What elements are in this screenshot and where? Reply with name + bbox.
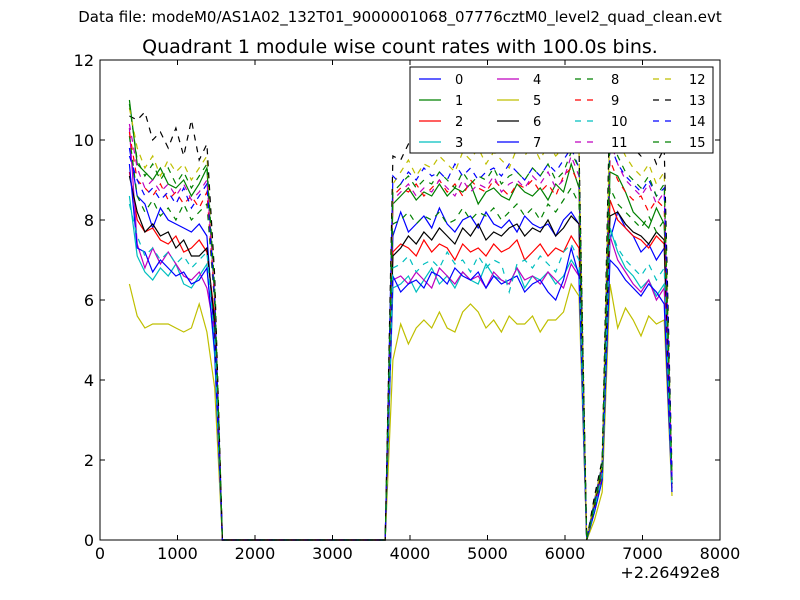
legend-label-15: 15 — [689, 136, 706, 151]
x-tick-label: 5000 — [467, 544, 508, 563]
y-tick-label: 0 — [84, 531, 94, 550]
series-4-line — [128, 127, 673, 541]
axes-layer: 0 1000 2000 3000 4000 5000 6000 7000 80000246810… — [74, 51, 741, 563]
y-tick-label: 4 — [84, 371, 94, 390]
series-9-line — [128, 131, 673, 541]
series-1-line — [128, 99, 673, 541]
x-tick-label: 6000 — [545, 544, 586, 563]
series-14-line — [128, 143, 673, 541]
data-file-suptitle: Data file: modeM0/AS1A02_132T01_90000010… — [78, 8, 722, 26]
legend-label-6: 6 — [533, 115, 541, 130]
legend-label-4: 4 — [533, 73, 541, 88]
legend-label-9: 9 — [611, 94, 619, 109]
legend-label-0: 0 — [455, 73, 463, 88]
chart-title: Quadrant 1 module wise count rates with … — [142, 36, 658, 58]
y-tick-label: 6 — [84, 291, 94, 310]
series-5-line — [128, 282, 673, 541]
x-tick-label: 8000 — [700, 544, 741, 563]
legend-label-2: 2 — [455, 115, 463, 130]
x-offset-label: +2.26492e8 — [620, 563, 720, 582]
series-11-line — [128, 123, 673, 541]
series-0-line — [128, 147, 673, 541]
legend-label-7: 7 — [533, 136, 541, 151]
legend-label-3: 3 — [455, 136, 463, 151]
x-tick-label: 2000 — [235, 544, 276, 563]
series-12-line — [128, 107, 673, 541]
legend-label-11: 11 — [611, 136, 628, 151]
series-layer — [128, 91, 673, 541]
legend-label-8: 8 — [611, 73, 619, 88]
y-tick-label: 8 — [84, 211, 94, 230]
y-tick-label: 12 — [74, 51, 94, 70]
legend-label-13: 13 — [689, 94, 706, 109]
legend-box — [409, 66, 714, 154]
legend-label-14: 14 — [689, 115, 706, 130]
x-tick-label: 0 — [95, 544, 105, 563]
legend-label-1: 1 — [455, 94, 463, 109]
legend-label-12: 12 — [689, 73, 706, 88]
x-tick-label: 1000 — [157, 544, 198, 563]
x-tick-label: 7000 — [622, 544, 663, 563]
x-tick-label: 3000 — [312, 544, 353, 563]
y-tick-label: 2 — [84, 451, 94, 470]
legend-label-10: 10 — [611, 115, 628, 130]
y-tick-label: 10 — [74, 131, 94, 150]
series-15-line — [128, 103, 673, 541]
x-tick-label: 4000 — [390, 544, 431, 563]
legend-label-5: 5 — [533, 94, 541, 109]
